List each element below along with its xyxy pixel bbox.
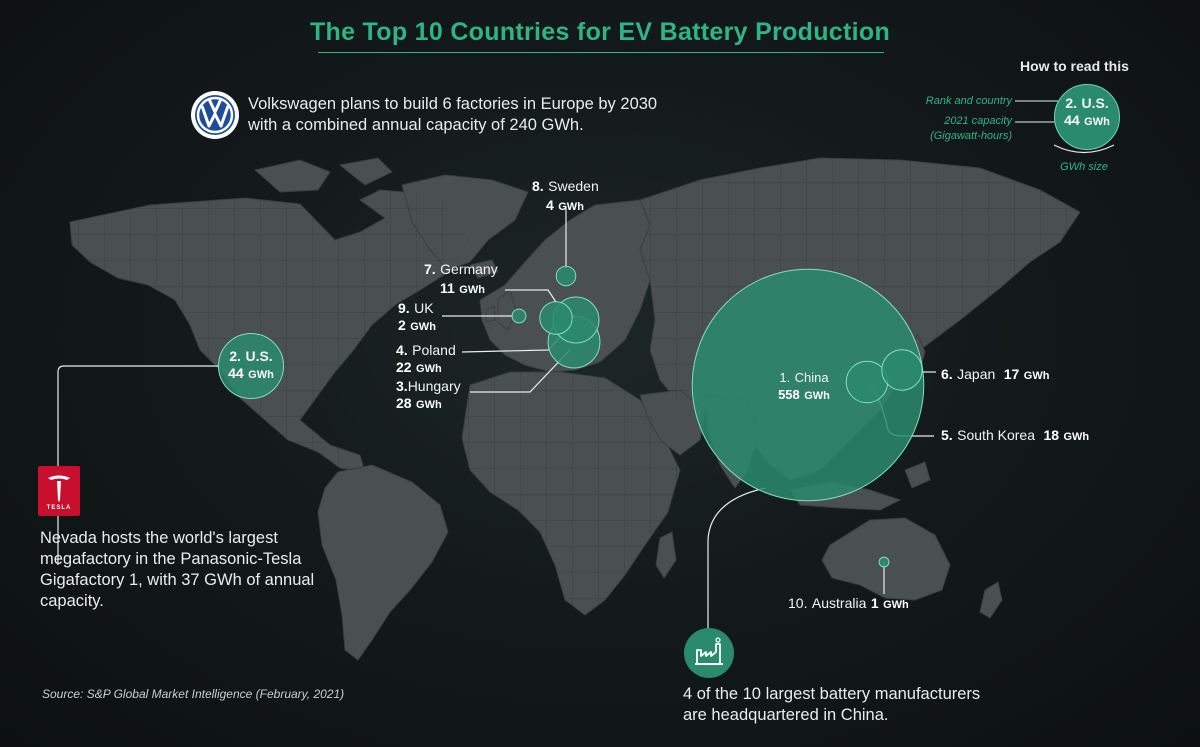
value-us: 44 <box>228 365 244 381</box>
legend-unit: GWh <box>1084 116 1110 128</box>
unit-sweden: GWh <box>558 201 584 213</box>
unit-us: GWh <box>248 369 274 381</box>
tesla-logo-icon: TESLA <box>38 466 80 516</box>
legend-country: U.S. <box>1081 95 1109 111</box>
bubble-japan <box>881 349 923 391</box>
leader-hungary <box>470 349 571 393</box>
name-australia: Australia <box>811 595 867 611</box>
tesla-callout-text: Nevada hosts the world's largest megafac… <box>40 529 315 610</box>
label-australia: 10. Australia 1 GWh <box>788 595 909 613</box>
china-callout-text: 4 of the 10 largest battery manufacturer… <box>683 685 981 724</box>
value-china: 558 <box>778 387 800 402</box>
label-sweden: 8. Sweden 4 GWh <box>532 177 599 216</box>
rank-australia: 10. <box>788 595 808 611</box>
rank-hungary: 3. <box>396 378 408 394</box>
name-uk: UK <box>414 300 434 316</box>
rank-sweden: 8. <box>532 178 544 194</box>
label-uk: 9. UK 2 GWh <box>398 300 436 336</box>
name-germany: Germany <box>440 261 498 277</box>
value-sweden: 4 <box>546 197 554 213</box>
bubble-uk <box>511 308 527 324</box>
legend-value: 44 <box>1064 112 1080 128</box>
factory-icon <box>684 628 734 678</box>
rank-germany: 7. <box>424 261 436 277</box>
bubble-germany <box>539 301 573 335</box>
rank-china: 1. <box>779 370 791 385</box>
arctic-islands <box>253 157 393 193</box>
madagascar <box>655 531 677 579</box>
bubble-australia <box>878 556 890 568</box>
unit-uk: GWh <box>410 321 436 333</box>
legend-heading: How to read this <box>1020 58 1129 74</box>
name-sweden: Sweden <box>548 178 599 194</box>
value-japan: 17 <box>1003 366 1020 382</box>
name-hungary: Hungary <box>407 378 461 394</box>
unit-china: GWh <box>804 390 830 402</box>
rank-poland: 4. <box>396 342 408 358</box>
vw-callout-text: Volkswagen plans to build 6 factories in… <box>248 95 658 134</box>
label-south-korea: 5. South Korea 18 GWh <box>941 427 1089 445</box>
value-south-korea: 18 <box>1043 427 1060 443</box>
value-uk: 2 <box>398 317 406 333</box>
chart-title: The Top 10 Countries for EV Battery Prod… <box>309 18 891 46</box>
legend-size-note: GWh size <box>1060 161 1108 173</box>
label-poland: 4. Poland 22 GWh <box>396 342 456 378</box>
name-south-korea: South Korea <box>957 427 1035 443</box>
leader-china <box>707 487 767 628</box>
rank-us: 2. <box>229 348 241 364</box>
unit-japan: GWh <box>1023 370 1050 382</box>
rank-south-korea: 5. <box>941 427 953 443</box>
bubble-us <box>217 332 285 400</box>
name-us: U.S. <box>245 348 273 364</box>
legend-bracket <box>1053 144 1115 154</box>
rank-japan: 6. <box>941 366 953 382</box>
unit-poland: GWh <box>416 363 442 375</box>
unit-australia: GWh <box>883 599 909 611</box>
bubble-china <box>691 268 925 502</box>
value-germany: 11 <box>440 280 455 296</box>
south-america-landmass <box>317 464 449 661</box>
new-zealand <box>979 581 1003 619</box>
uk-islands <box>485 289 517 331</box>
legend-bubble-label: 2. U.S. 44 GWh <box>1054 95 1120 131</box>
rank-uk: 9. <box>398 300 410 316</box>
name-china: China <box>794 370 829 385</box>
legend-bubble <box>1054 84 1120 150</box>
name-japan: Japan <box>957 366 996 382</box>
unit-germany: GWh <box>459 284 485 296</box>
legend-capacity-note: 2021 capacity <box>944 115 1012 127</box>
label-germany: 7. Germany 11 GWh <box>424 260 498 299</box>
leader-germany <box>505 289 557 303</box>
iceland <box>469 259 499 279</box>
value-hungary: 28 <box>396 395 412 411</box>
name-poland: Poland <box>412 342 456 358</box>
legend-rank-note: Rank and country <box>925 95 1012 107</box>
leader-us <box>57 365 220 565</box>
title-underline <box>318 52 884 53</box>
legend-diagram <box>1015 100 1115 154</box>
label-hungary: 3.Hungary 28 GWh <box>396 378 461 414</box>
value-poland: 22 <box>396 359 412 375</box>
country-bubbles <box>217 265 925 568</box>
source-note: Source: S&P Global Market Intelligence (… <box>42 687 345 701</box>
unit-south-korea: GWh <box>1063 431 1090 443</box>
unit-hungary: GWh <box>416 399 442 411</box>
legend-capacity-unit-note: (Gigawatt-hours) <box>930 130 1012 142</box>
value-australia: 1 <box>870 595 879 611</box>
label-china: 1. China 558 GWh <box>758 369 850 405</box>
vw-logo-icon <box>190 90 240 140</box>
tesla-logo-text: TESLA <box>46 505 72 511</box>
label-japan: 6. Japan 17 GWh <box>941 366 1049 384</box>
label-us: 2. U.S. 44 GWh <box>218 348 284 384</box>
bubble-sweden <box>555 265 577 287</box>
legend-rank: 2. <box>1065 95 1077 111</box>
